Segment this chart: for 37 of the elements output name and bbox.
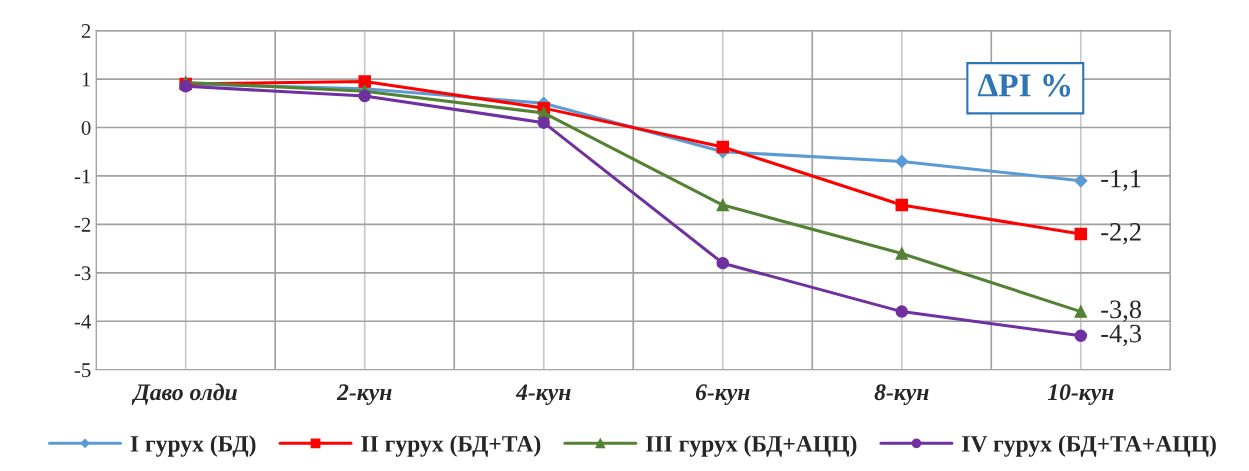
legend-label: I гурух (БД) — [130, 435, 256, 457]
point — [895, 154, 909, 169]
annotation: -2,2 — [1101, 222, 1141, 245]
annotation: -4,3 — [1101, 324, 1141, 347]
annotation: -1,1 — [1101, 169, 1141, 192]
point — [895, 305, 909, 318]
point — [1074, 227, 1088, 241]
legend-label: IV гурух (БД+ТА+АЦЦ) — [962, 435, 1216, 457]
y-tick-label: -1 — [74, 169, 91, 184]
x-tick-label: 4-кун — [515, 384, 571, 406]
x-tick-label: 2-кун — [336, 384, 392, 406]
point — [358, 89, 371, 103]
point — [716, 256, 730, 270]
x-tick-label: Даво олди — [131, 383, 237, 406]
y-tick-label: -3 — [74, 266, 91, 281]
y-tick-label: 0 — [81, 120, 91, 135]
point — [537, 116, 550, 129]
x-tick-label: 6-кун — [695, 384, 750, 406]
legend-label: III гурух (БД+АЦЦ) — [645, 435, 857, 457]
x-tick-label: 8-кун — [874, 384, 929, 406]
point — [1074, 329, 1088, 343]
annotation: -3,8 — [1101, 300, 1142, 322]
point — [895, 198, 909, 212]
legend-label: II гурух (БД+ТА) — [361, 435, 541, 457]
y-tick-label: -2 — [74, 217, 91, 232]
y-tick-label: 1 — [82, 72, 91, 87]
point — [716, 140, 730, 154]
x-tick-label: 10-кун — [1047, 384, 1114, 406]
point — [1074, 305, 1088, 318]
text: ΔPI % — [977, 74, 1071, 97]
point — [716, 198, 730, 212]
y-tick-label: -5 — [74, 363, 91, 378]
y-tick-label: 2 — [81, 24, 91, 38]
point — [358, 75, 371, 88]
point — [1074, 174, 1088, 188]
point — [895, 247, 909, 260]
y-tick-label: -4 — [74, 314, 91, 329]
